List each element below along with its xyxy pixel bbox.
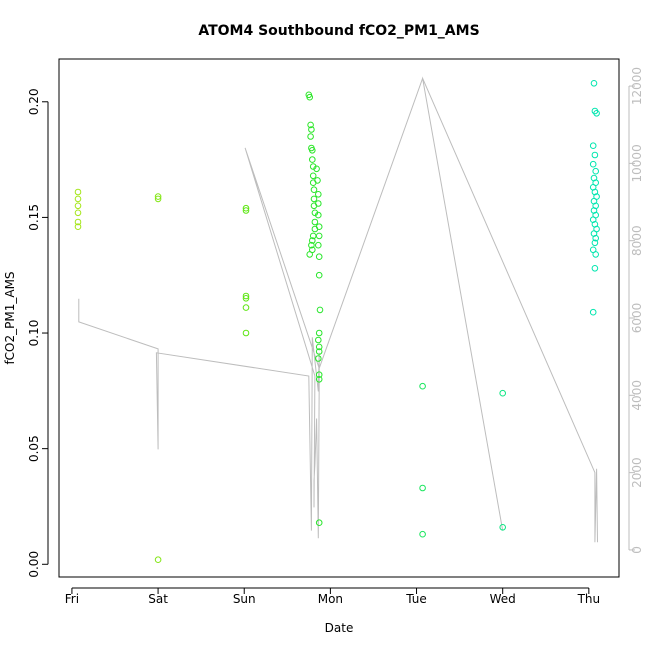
data-point (589, 308, 597, 316)
data-point (74, 188, 82, 196)
data-point (74, 218, 82, 226)
data-point (309, 172, 317, 180)
data-point (308, 126, 315, 133)
data-point (315, 336, 322, 344)
data-point (316, 306, 324, 314)
x-tick-label: Thu (577, 592, 601, 606)
data-point (315, 200, 322, 207)
x-tick-label: Mon (318, 592, 343, 606)
data-point (592, 251, 600, 258)
right-y-axis: 0 2000 4000 6000 8000 10000 12000 (628, 67, 644, 554)
data-point (592, 167, 600, 175)
data-point (315, 343, 323, 351)
data-point (315, 232, 323, 240)
x-tick-label: Sat (148, 592, 168, 606)
data-point (315, 253, 323, 261)
data-point (307, 121, 314, 129)
data-point (590, 80, 598, 87)
right-tick-label: 0 (630, 546, 644, 554)
data-point (242, 204, 250, 212)
chart-title: ATOM4 Southbound fCO2_PM1_AMS (198, 23, 479, 39)
left-tick-label: 0.10 (27, 320, 41, 347)
data-point (74, 202, 82, 210)
data-point (310, 195, 318, 203)
data-point (311, 218, 319, 226)
data-point (242, 207, 250, 214)
data-point (309, 147, 316, 154)
left-tick-label: 0.20 (27, 88, 41, 115)
data-point (315, 376, 323, 383)
data-point (315, 329, 323, 337)
data-point (242, 295, 250, 302)
data-point (315, 241, 322, 249)
data-point (591, 151, 599, 159)
series-line (78, 76, 598, 543)
data-point (499, 389, 507, 397)
data-point (154, 556, 162, 564)
data-point (308, 241, 315, 249)
plot-frame (58, 58, 620, 578)
data-point (589, 142, 597, 149)
data-point (315, 371, 323, 379)
right-tick-label: 10000 (630, 144, 644, 182)
data-point (74, 223, 82, 230)
left-y-axis: 0.00 0.05 0.10 0.15 0.20 (27, 88, 49, 578)
data-point (313, 165, 320, 173)
data-point (591, 239, 599, 247)
data-point (315, 348, 323, 355)
data-point (306, 251, 314, 258)
right-tick-label: 12000 (630, 67, 644, 105)
left-tick-label: 0.00 (27, 551, 41, 578)
x-tick-label: Fri (65, 592, 79, 606)
data-point (74, 195, 82, 203)
right-tick-label: 6000 (630, 303, 644, 334)
scatter-series (74, 80, 600, 564)
data-point (315, 519, 323, 527)
right-tick-label: 4000 (630, 380, 644, 411)
y-axis-label: fCO2_PM1_AMS (3, 271, 17, 364)
data-point (419, 382, 426, 390)
left-tick-label: 0.15 (27, 204, 41, 231)
data-point (315, 271, 323, 279)
x-axis-label: Date (325, 621, 354, 635)
x-axis: Fri Sat Sun Mon Tue Wed Thu (65, 587, 601, 606)
line-series (78, 76, 598, 543)
data-point (74, 209, 82, 217)
data-point (154, 193, 162, 200)
x-tick-label: Tue (405, 592, 427, 606)
data-point (154, 195, 162, 203)
left-tick-label: 0.05 (27, 435, 41, 462)
data-point (242, 292, 250, 300)
data-point (591, 265, 599, 272)
data-point (589, 160, 597, 168)
data-point (242, 329, 250, 337)
data-point (307, 133, 314, 140)
data-point (419, 484, 426, 492)
data-point (309, 156, 316, 163)
right-tick-label: 2000 (630, 457, 644, 488)
data-point (306, 93, 314, 101)
right-tick-label: 8000 (630, 225, 644, 256)
data-point (315, 191, 322, 198)
data-point (499, 524, 507, 531)
data-point (314, 177, 321, 184)
data-point (315, 355, 322, 362)
data-point (242, 304, 250, 311)
x-tick-label: Sun (233, 592, 256, 606)
data-point (315, 211, 322, 219)
data-point (593, 110, 600, 117)
data-point (310, 186, 318, 193)
data-point (592, 234, 600, 242)
x-tick-label: Wed (490, 592, 516, 606)
data-point (309, 237, 316, 244)
data-point (419, 530, 426, 538)
data-point (315, 223, 323, 230)
